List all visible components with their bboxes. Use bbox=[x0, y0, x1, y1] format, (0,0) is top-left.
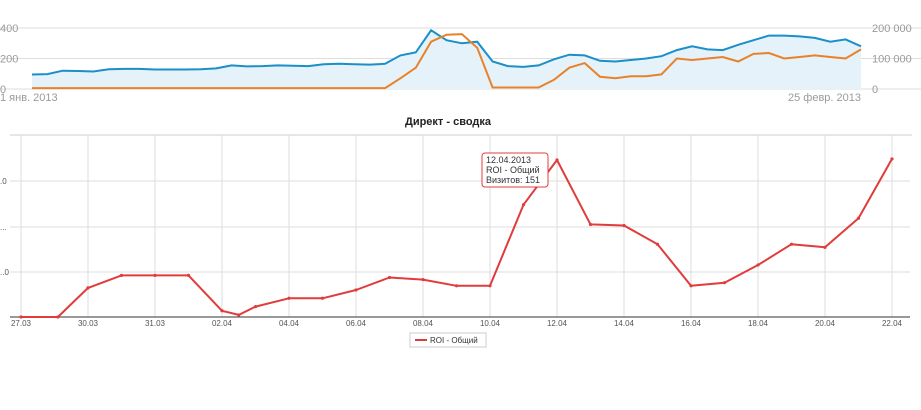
summary-left-tick-2: ... bbox=[0, 223, 7, 232]
series-point-15 bbox=[488, 284, 492, 288]
legend-label-roi: ROI - Общий bbox=[430, 336, 478, 345]
summary-x-tick-5: 06.04 bbox=[346, 319, 367, 328]
summary-x-tick-10: 16.04 bbox=[681, 319, 702, 328]
summary-chart: Директ - сводка .0... ..0 27.03 30.03 31.03… bbox=[0, 116, 912, 348]
legend[interactable]: ROI - Общий bbox=[409, 332, 487, 348]
overview-right-tick-1: 100 000 bbox=[872, 54, 912, 66]
summary-x-tick-0: 27.03 bbox=[11, 319, 32, 328]
series-point-26 bbox=[856, 216, 861, 220]
overview-left-ticks: 0 200 400 bbox=[0, 23, 18, 96]
summary-x-tick-8: 12.04 bbox=[547, 319, 568, 328]
summary-x-tick-9: 14.04 bbox=[614, 319, 635, 328]
overview-left-tick-0: 0 bbox=[0, 84, 6, 96]
series-point-4 bbox=[153, 273, 157, 277]
legend-box bbox=[409, 332, 487, 348]
series-point-3 bbox=[119, 273, 124, 277]
overview-x-start-label: 1 янв. 2013 bbox=[0, 92, 58, 104]
tooltip-box bbox=[481, 152, 549, 188]
summary-left-tick-1: .0 bbox=[0, 177, 7, 186]
series-point-0 bbox=[19, 315, 23, 319]
summary-grid bbox=[10, 135, 910, 317]
series-point-22 bbox=[722, 281, 727, 285]
overview-chart: 0 200 400 0 100 000 200 000 1 янв. 2013 25 ф… bbox=[0, 23, 921, 104]
summary-x-tick-3: 02.04 bbox=[212, 319, 233, 328]
summary-x-tick-12: 20.04 bbox=[815, 319, 836, 328]
overview-right-ticks: 0 100 000 200 000 bbox=[872, 23, 912, 96]
overview-right-tick-2: 200 000 bbox=[872, 23, 912, 35]
summary-x-tick-13: 22.04 bbox=[882, 319, 903, 328]
series-point-14 bbox=[454, 284, 459, 288]
summary-x-tick-7: 10.04 bbox=[480, 319, 501, 328]
summary-x-ticks: 27.03 30.03 31.03 02.04 04.04 06.04 08.04 10.04… bbox=[11, 319, 903, 328]
series-point-6 bbox=[220, 309, 224, 313]
series-point-27 bbox=[890, 157, 894, 161]
overview-right-tick-0: 0 bbox=[872, 84, 878, 96]
summary-x-tick-11: 18.04 bbox=[748, 319, 769, 328]
summary-x-tick-2: 31.03 bbox=[145, 319, 166, 328]
series-point-11 bbox=[354, 288, 358, 292]
summary-left-ticks: .0... ..0 bbox=[0, 177, 9, 277]
series-line-roi bbox=[21, 158, 893, 318]
series-point-10 bbox=[320, 296, 325, 300]
series-point-8 bbox=[253, 305, 258, 309]
series-point-23 bbox=[756, 263, 760, 267]
overview-x-end-label: 25 февр. 2013 bbox=[788, 92, 861, 104]
series-point-24 bbox=[789, 242, 794, 246]
series-point-1 bbox=[56, 315, 60, 319]
series-point-25 bbox=[823, 245, 827, 249]
series-point-13 bbox=[421, 277, 425, 282]
overview-left-tick-2: 400 bbox=[0, 23, 18, 35]
series-point-16 bbox=[521, 203, 526, 207]
series-points-roi bbox=[19, 157, 894, 319]
summary-left-tick-3: ..0 bbox=[0, 268, 9, 277]
series-point-12 bbox=[387, 275, 392, 280]
series-point-18 bbox=[588, 222, 593, 227]
series-point-9 bbox=[287, 296, 291, 300]
series-point-17 bbox=[555, 158, 559, 162]
series-point-7 bbox=[237, 313, 241, 317]
summary-x-tick-1: 30.03 bbox=[78, 319, 99, 328]
overview-series-orange bbox=[32, 33, 862, 90]
tooltip: 12.04.2013 ROI - Общий Визитов: 151 bbox=[481, 152, 549, 188]
series-point-5 bbox=[186, 273, 191, 277]
series-point-20 bbox=[655, 242, 660, 246]
tooltip-value: Визитов: 151 bbox=[486, 175, 540, 185]
summary-x-tick-6: 08.04 bbox=[413, 319, 434, 328]
overview-series-blue bbox=[31, 28, 862, 76]
series-point-19 bbox=[622, 223, 626, 228]
series-point-21 bbox=[689, 284, 693, 288]
tooltip-date: 12.04.2013 bbox=[486, 155, 531, 165]
tooltip-series: ROI - Общий bbox=[486, 165, 540, 175]
series-point-2 bbox=[86, 286, 90, 290]
summary-x-tick-4: 04.04 bbox=[279, 319, 300, 328]
overview-left-tick-1: 200 bbox=[0, 54, 18, 66]
chart-title: Директ - сводка bbox=[405, 116, 492, 128]
